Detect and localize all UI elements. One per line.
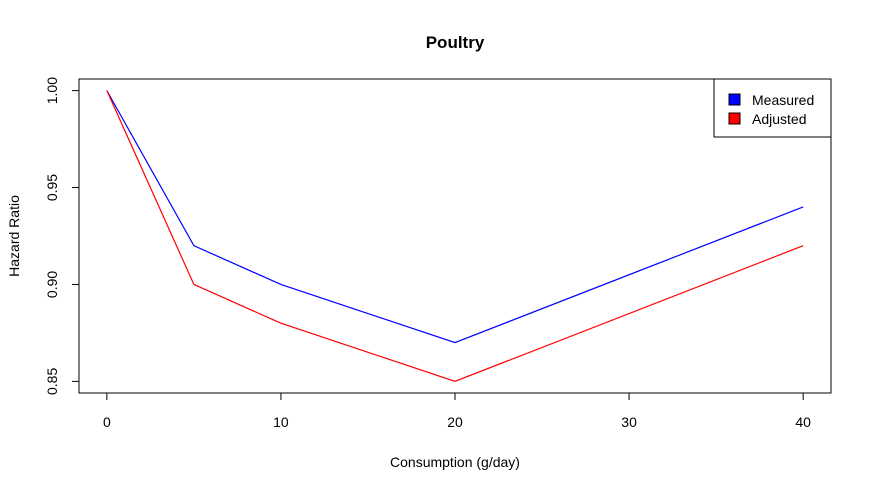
series-layer bbox=[106, 90, 804, 383]
chart-title: Poultry bbox=[426, 33, 485, 52]
series-line-measured bbox=[106, 90, 804, 344]
legend-swatch-measured bbox=[728, 93, 741, 106]
x-tick-label: 30 bbox=[621, 414, 637, 430]
legend-label-adjusted: Adjusted bbox=[752, 111, 806, 127]
x-tick-label: 10 bbox=[273, 414, 289, 430]
legend-swatch-adjusted bbox=[728, 112, 741, 125]
series-line-adjusted bbox=[106, 90, 804, 383]
y-tick-label: 1.00 bbox=[44, 77, 60, 104]
y-tick-label: 0.90 bbox=[44, 271, 60, 298]
x-axis-label: Consumption (g/day) bbox=[390, 454, 520, 470]
x-tick-label: 40 bbox=[795, 414, 811, 430]
y-tick-label: 0.95 bbox=[44, 174, 60, 201]
x-axis: 0 10 20 30 40 bbox=[103, 392, 811, 430]
y-tick-label: 0.85 bbox=[44, 368, 60, 395]
x-tick-label: 0 bbox=[103, 414, 111, 430]
legend-label-measured: Measured bbox=[752, 92, 814, 108]
y-axis-label: Hazard Ratio bbox=[6, 195, 22, 277]
y-axis: 0.85 0.90 0.95 1.00 bbox=[44, 77, 80, 395]
x-tick-label: 20 bbox=[447, 414, 463, 430]
legend-box bbox=[713, 78, 832, 138]
legend: Measured Adjusted bbox=[713, 78, 832, 138]
